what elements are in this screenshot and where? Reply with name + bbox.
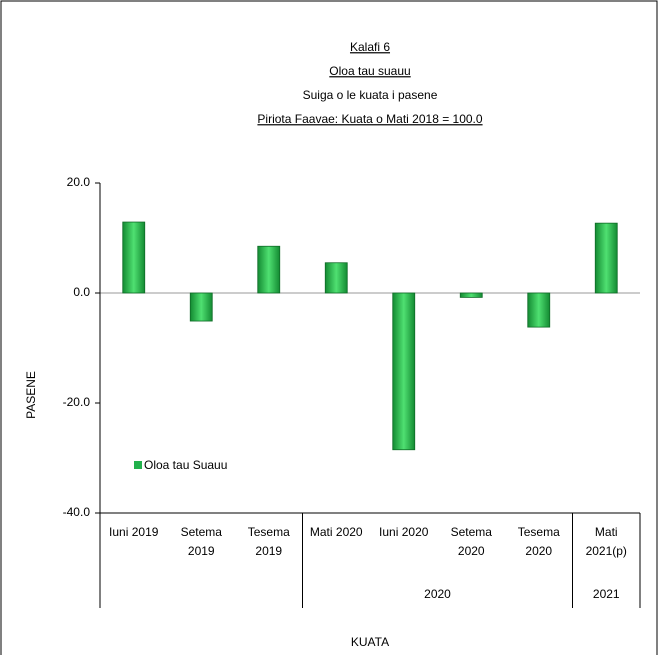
x-tick-label: Setema 2019 xyxy=(180,525,222,558)
x-tick-label: Setema 2020 xyxy=(450,525,492,558)
base-period: Piriota Faavae: Kuata o Mati 2018 = 100.… xyxy=(257,112,482,126)
chart-subtitle: Oloa tau suauu xyxy=(329,64,410,78)
x-axis-label: KUATA xyxy=(351,635,389,649)
group-label: 2021 xyxy=(592,587,620,601)
y-tick-label: 0.0 xyxy=(73,285,90,299)
bar xyxy=(527,292,551,328)
y-tick-label: -40.0 xyxy=(63,505,91,519)
x-tick-label: Tesema 2020 xyxy=(517,525,560,558)
x-tick-label: Iuni 2019 xyxy=(109,525,159,539)
bar xyxy=(122,221,146,294)
bar xyxy=(257,245,281,294)
x-tick-label: Iuni 2020 xyxy=(379,525,429,539)
y-axis-label: PASENE xyxy=(24,371,38,419)
bar xyxy=(189,292,213,322)
group-label: 2020 xyxy=(424,587,451,601)
x-tick-label: Mati 2021(p) xyxy=(585,525,627,558)
chart-description: Suiga o le kuata i pasene xyxy=(303,88,438,102)
legend-label: Oloa tau Suauu xyxy=(144,458,227,472)
y-tick-label: -20.0 xyxy=(63,395,91,409)
bar xyxy=(459,292,483,298)
y-tick-label: 20.0 xyxy=(67,175,91,189)
bar xyxy=(392,292,416,451)
bar xyxy=(594,222,618,294)
x-tick-label: Tesema 2019 xyxy=(247,525,290,558)
x-tick-label: Mati 2020 xyxy=(309,525,363,539)
legend-swatch xyxy=(134,461,142,469)
chart-title: Kalafi 6 xyxy=(350,40,390,54)
bar xyxy=(324,262,348,294)
